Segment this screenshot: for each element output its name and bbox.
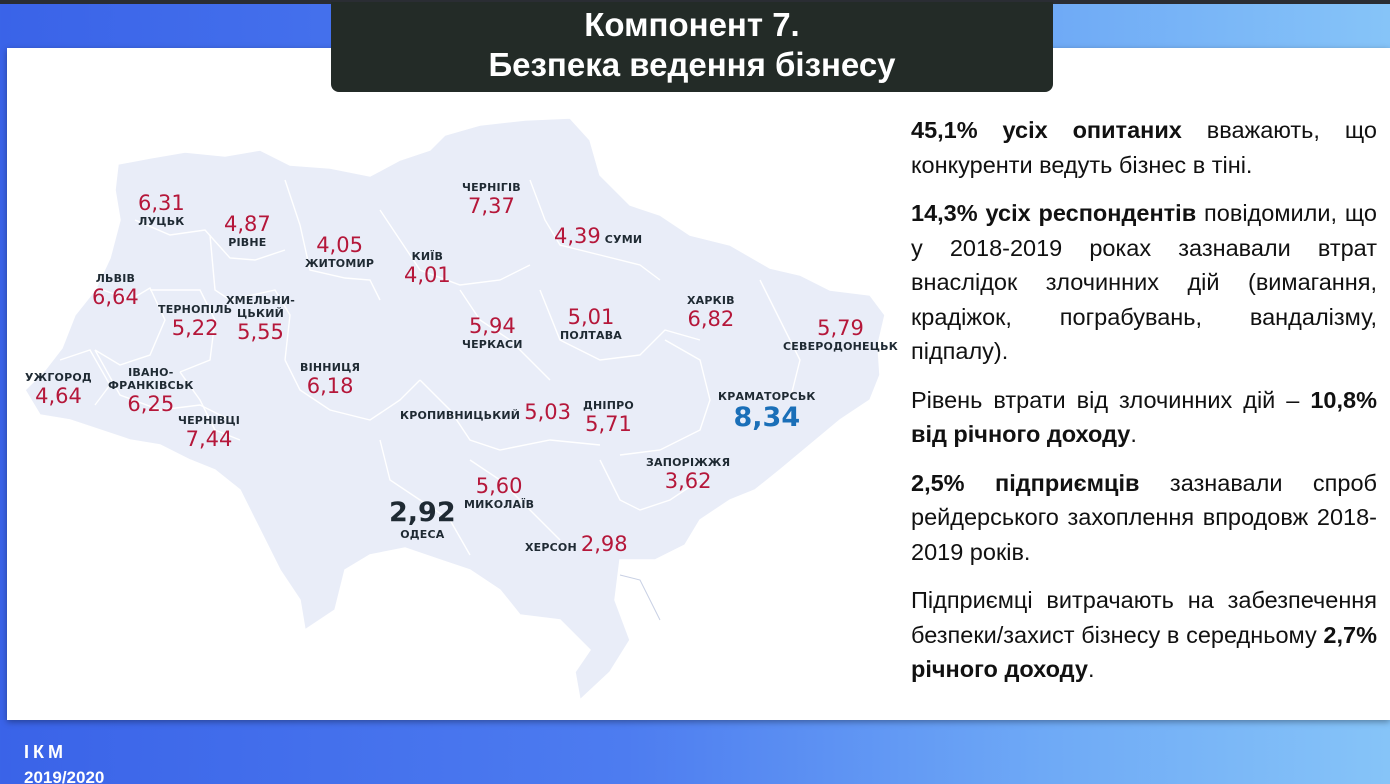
region-name: СУМИ — [604, 233, 643, 246]
region-chernihiv: ЧЕРНІГІВ 7,37 — [462, 181, 521, 218]
region-value: 5,03 — [524, 400, 571, 424]
region-value: 5,60 — [475, 474, 523, 498]
region-name: ВІННИЦЯ — [300, 361, 361, 374]
region-value: 7,37 — [468, 194, 515, 218]
region-kharkiv: ХАРКІВ 6,82 — [687, 294, 735, 331]
region-uzhhorod: УЖГОРОД 4,64 — [25, 371, 92, 408]
region-value: 4,87 — [224, 212, 271, 236]
region-name: ОДЕСА — [400, 528, 445, 541]
region-name: ПОЛТАВА — [560, 329, 623, 342]
finding-paragraph-4: 2,5% підприємців зазнавали спроб рейдерс… — [911, 466, 1377, 570]
region-value-highlight: 2,92 — [389, 497, 456, 528]
region-value: 6,25 — [127, 392, 175, 416]
region-ivano-frankivsk: ІВАНО- ФРАНКІВСЬК 6,25 — [108, 366, 194, 416]
region-value-highlight: 8,34 — [733, 402, 801, 433]
region-name: ЛЬВІВ — [95, 272, 136, 285]
region-kherson: ХЕРСОН 2,98 — [525, 532, 628, 556]
region-chernivtsi: ЧЕРНІВЦІ 7,44 — [178, 414, 240, 451]
region-dnipro: ДНІПРО 5,71 — [583, 399, 634, 436]
region-name: ДНІПРО — [583, 399, 634, 412]
finding-emphasis: 10,8% від річного доходу — [911, 386, 1377, 448]
finding-emphasis: 14,3% усіх респондентів — [911, 200, 1197, 226]
region-name: УЖГОРОД — [25, 371, 92, 384]
title-line-2: Безпека ведення бізнесу — [488, 46, 896, 83]
region-value: 6,64 — [92, 285, 139, 309]
map-shape — [24, 117, 886, 702]
finding-paragraph-2: 14,3% усіх респондентів повідомили, що у… — [911, 196, 1377, 369]
region-name: КРАМАТОРСЬК — [718, 390, 816, 403]
region-kropyvnytskyi: КРОПИВНИЦЬКИЙ 5,03 — [400, 400, 571, 424]
region-khmelnytskyi: ХМЕЛЬНИ- ЦЬКИЙ 5,55 — [226, 294, 295, 344]
region-name: ЧЕРНІГІВ — [462, 181, 521, 194]
region-odesa: 2,92 ОДЕСА — [389, 497, 456, 542]
region-value: 4,01 — [404, 263, 451, 287]
region-cherkasy: 5,94 ЧЕРКАСИ — [462, 314, 523, 351]
region-name: ЧЕРКАСИ — [462, 338, 523, 351]
region-value: 3,62 — [664, 469, 712, 493]
region-value: 5,94 — [468, 314, 516, 338]
finding-emphasis: 2,7% річного доходу — [911, 621, 1377, 683]
region-name: ЧЕРНІВЦІ — [178, 414, 241, 427]
region-value: 4,64 — [35, 384, 82, 408]
region-zhytomyr: 4,05 ЖИТОМИР — [305, 233, 374, 270]
finding-emphasis: 2,5% підприємців — [911, 469, 1140, 496]
region-name: ХАРКІВ — [687, 294, 735, 307]
region-name: РІВНЕ — [228, 236, 267, 249]
region-kyiv: КИЇВ 4,01 — [404, 250, 451, 287]
region-rivne: 4,87 РІВНЕ — [224, 212, 271, 249]
region-poltava: 5,01 ПОЛТАВА — [560, 305, 622, 342]
finding-text: Підприємці витрачають на забезпечення бе… — [911, 587, 1377, 648]
footer-year: 2019/2020 — [24, 768, 105, 784]
finding-text: зазнавали спроб рейдерського захоплення … — [911, 469, 1377, 565]
finding-text: вважають, що конкуренти ведуть бізнес в … — [911, 117, 1377, 178]
region-lutsk: 6,31 ЛУЦЬК — [138, 191, 185, 228]
region-value: 7,44 — [185, 427, 233, 451]
region-value: 4,05 — [316, 233, 363, 257]
region-value: 6,82 — [687, 307, 735, 331]
region-value: 5,79 — [817, 316, 864, 340]
region-name: ТЕРНОПІЛЬ — [158, 303, 233, 316]
region-name: ІВАНО- ФРАНКІВСЬК — [108, 366, 194, 392]
region-mykolaiv: 5,60 МИКОЛАЇВ — [464, 474, 534, 511]
finding-paragraph-3: Рівень втрати від злочинних дій – 10,8% … — [911, 383, 1377, 452]
region-name: МИКОЛАЇВ — [464, 498, 535, 511]
region-name: КИЇВ — [411, 250, 444, 263]
slide-title: Компонент 7. Безпека ведення бізнесу — [331, 2, 1053, 92]
region-name: ЖИТОМИР — [305, 257, 375, 270]
region-value: 5,71 — [585, 412, 632, 436]
region-name: ЛУЦЬК — [138, 215, 185, 228]
finding-paragraph-5: Підприємці витрачають на забезпечення бе… — [911, 583, 1377, 687]
findings-text: 45,1% усіх опитаних вважають, що конкуре… — [911, 113, 1377, 701]
region-sumy: 4,39 СУМИ — [554, 224, 642, 248]
title-line-1: Компонент 7. — [584, 6, 800, 43]
finding-emphasis: 45,1% усіх опитаних — [911, 117, 1182, 143]
region-vinnytsia: ВІННИЦЯ 6,18 — [300, 361, 360, 398]
region-ternopil: ТЕРНОПІЛЬ 5,22 — [158, 303, 232, 340]
region-value: 5,01 — [567, 305, 615, 329]
finding-tail: . — [1130, 421, 1137, 447]
region-kramatorsk: КРАМАТОРСЬК 8,34 — [718, 390, 816, 433]
region-lviv: ЛЬВІВ 6,64 — [92, 272, 139, 309]
region-value: 2,98 — [580, 532, 628, 556]
region-value: 5,55 — [237, 320, 284, 344]
finding-tail: . — [1087, 656, 1095, 682]
footer-org: ІКМ — [24, 742, 67, 762]
region-name: СЕВЕРОДОНЕЦЬК — [783, 340, 898, 353]
region-value: 6,31 — [138, 191, 185, 215]
region-name: ЗАПОРІЖЖЯ — [646, 456, 731, 469]
region-value: 5,22 — [171, 316, 219, 340]
finding-text: Рівень втрати від злочинних дій – — [911, 386, 1311, 413]
region-name: ХМЕЛЬНИ- ЦЬКИЙ — [226, 294, 296, 320]
region-value: 4,39 — [554, 224, 601, 248]
region-value: 6,18 — [306, 374, 354, 398]
footer: ІКМ 2019/2020 — [24, 741, 104, 784]
region-zaporizhzhia: ЗАПОРІЖЖЯ 3,62 — [646, 456, 730, 493]
region-name: ХЕРСОН — [525, 541, 577, 554]
finding-text: повідомили, що у 2018-2019 роках зазнава… — [911, 200, 1377, 364]
region-sievierodonetsk: 5,79 СЕВЕРОДОНЕЦЬК — [783, 316, 898, 353]
finding-paragraph-1: 45,1% усіх опитаних вважають, що конкуре… — [911, 113, 1377, 182]
region-name: КРОПИВНИЦЬКИЙ — [400, 409, 521, 422]
